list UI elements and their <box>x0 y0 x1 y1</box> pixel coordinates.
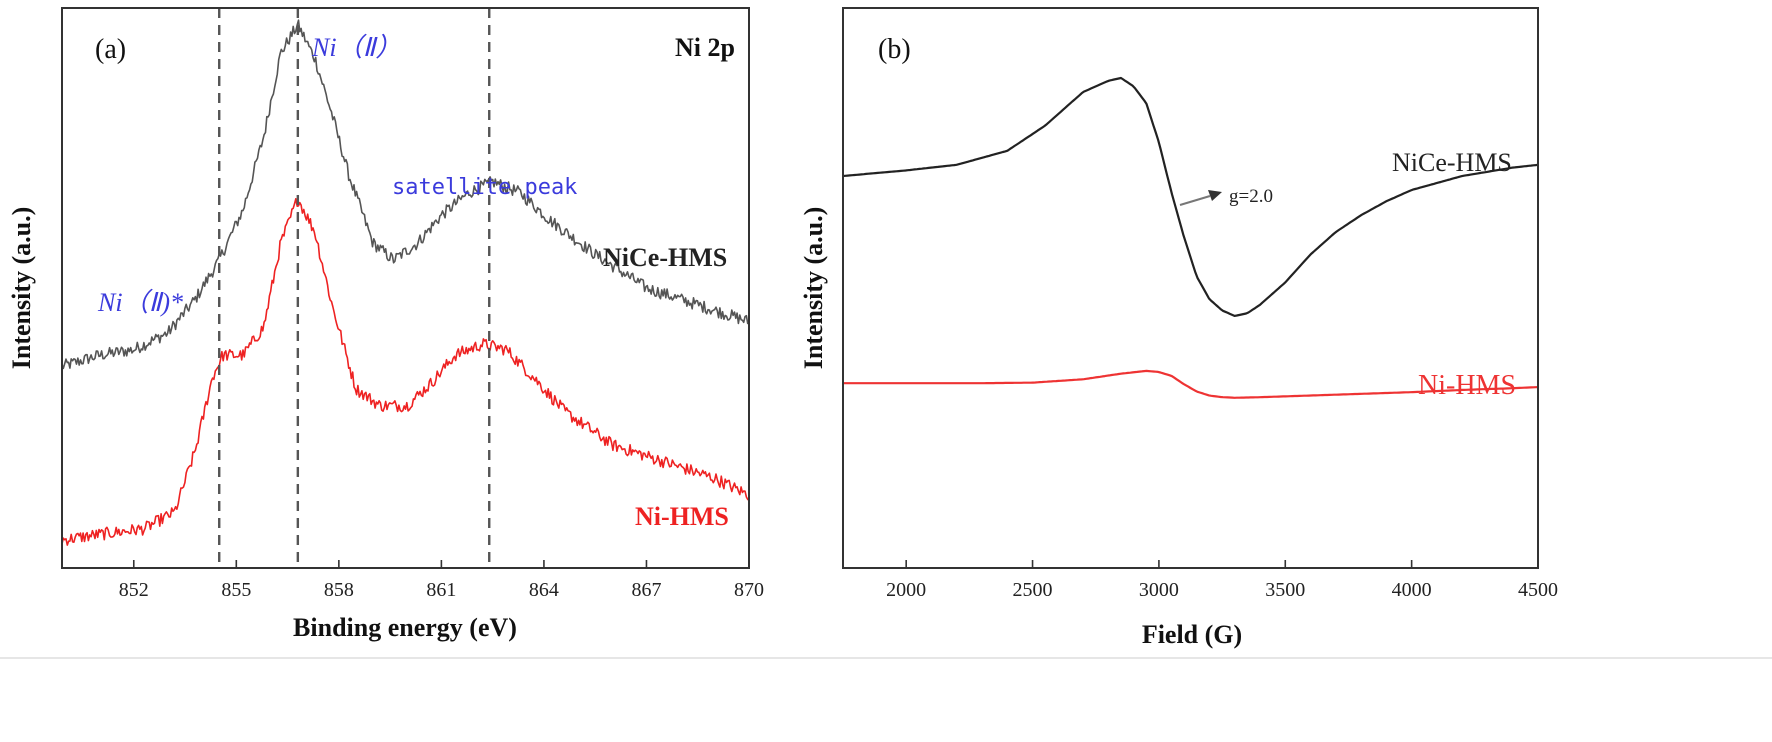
legend-label-ni-hms-a: Ni-HMS <box>635 502 729 531</box>
legend-label-ni-hms-b: Ni-HMS <box>1418 370 1516 401</box>
series-line-nice-hms <box>61 19 750 370</box>
series-line-nice-hms <box>842 76 1539 317</box>
x-tick-label: 870 <box>734 579 764 601</box>
panel-b-x-axis-title: Field (G) <box>1142 620 1242 649</box>
x-tick-label: 852 <box>119 579 149 601</box>
x-tick-label: 867 <box>631 579 661 601</box>
panel-b-y-axis-title: Intensity (a.u.) <box>799 207 828 370</box>
x-tick-label: 861 <box>426 579 456 601</box>
panel-a-x-axis-title: Binding energy (eV) <box>293 613 517 642</box>
panel-a-frame <box>61 7 750 569</box>
x-tick-label: 3000 <box>1139 579 1179 601</box>
panel-b-label: (b) <box>878 34 911 65</box>
g-value-arrow-head <box>1208 190 1222 201</box>
x-tick-label: 858 <box>324 579 354 601</box>
series-line-ni-hms <box>843 369 1539 399</box>
panel-a-title: Ni 2p <box>675 33 735 62</box>
legend-label-nice-hms-a: NiCe-HMS <box>603 243 727 272</box>
panel-a-label: (a) <box>95 34 126 65</box>
panel-b-x-ticks: 2000 2500 3000 3500 4000 4500 <box>886 560 1558 601</box>
annotation-g-value: g=2.0 <box>1229 186 1273 207</box>
x-tick-label: 855 <box>221 579 251 601</box>
x-tick-label: 4500 <box>1518 579 1558 601</box>
panel-a-x-ticks: 852 855 858 861 864 867 870 <box>119 560 764 601</box>
x-tick-label: 4000 <box>1392 579 1432 601</box>
panel-b-series-group <box>842 76 1539 399</box>
legend-label-nice-hms-b: NiCe-HMS <box>1392 148 1512 177</box>
series-line-ni-hms <box>61 198 750 546</box>
panel-b-frame <box>842 7 1539 569</box>
annotation-satellite-peak: satellite peak <box>392 175 577 200</box>
annotation-ni2: Ni（Ⅱ） <box>311 33 401 62</box>
annotation-ni2-star: Ni（Ⅱ)* <box>97 288 183 317</box>
panel-b-chart: 2000 2500 3000 3500 4000 4500 (b) NiCe-HMS Ni… <box>799 7 1558 649</box>
x-tick-label: 3500 <box>1265 579 1305 601</box>
x-tick-label: 864 <box>529 579 559 601</box>
panel-a-chart: 852 855 858 861 864 867 870 (a) Ni 2p Ni（Ⅱ） Ni… <box>7 7 764 642</box>
x-tick-label: 2000 <box>886 579 926 601</box>
panel-a-series-group <box>61 19 750 546</box>
panel-a-y-axis-title: Intensity (a.u.) <box>7 207 36 370</box>
panel-a-reference-lines <box>218 8 491 568</box>
x-tick-label: 2500 <box>1013 579 1053 601</box>
g-value-arrow-line <box>1179 195 1211 206</box>
g-value-arrow <box>1179 190 1222 206</box>
